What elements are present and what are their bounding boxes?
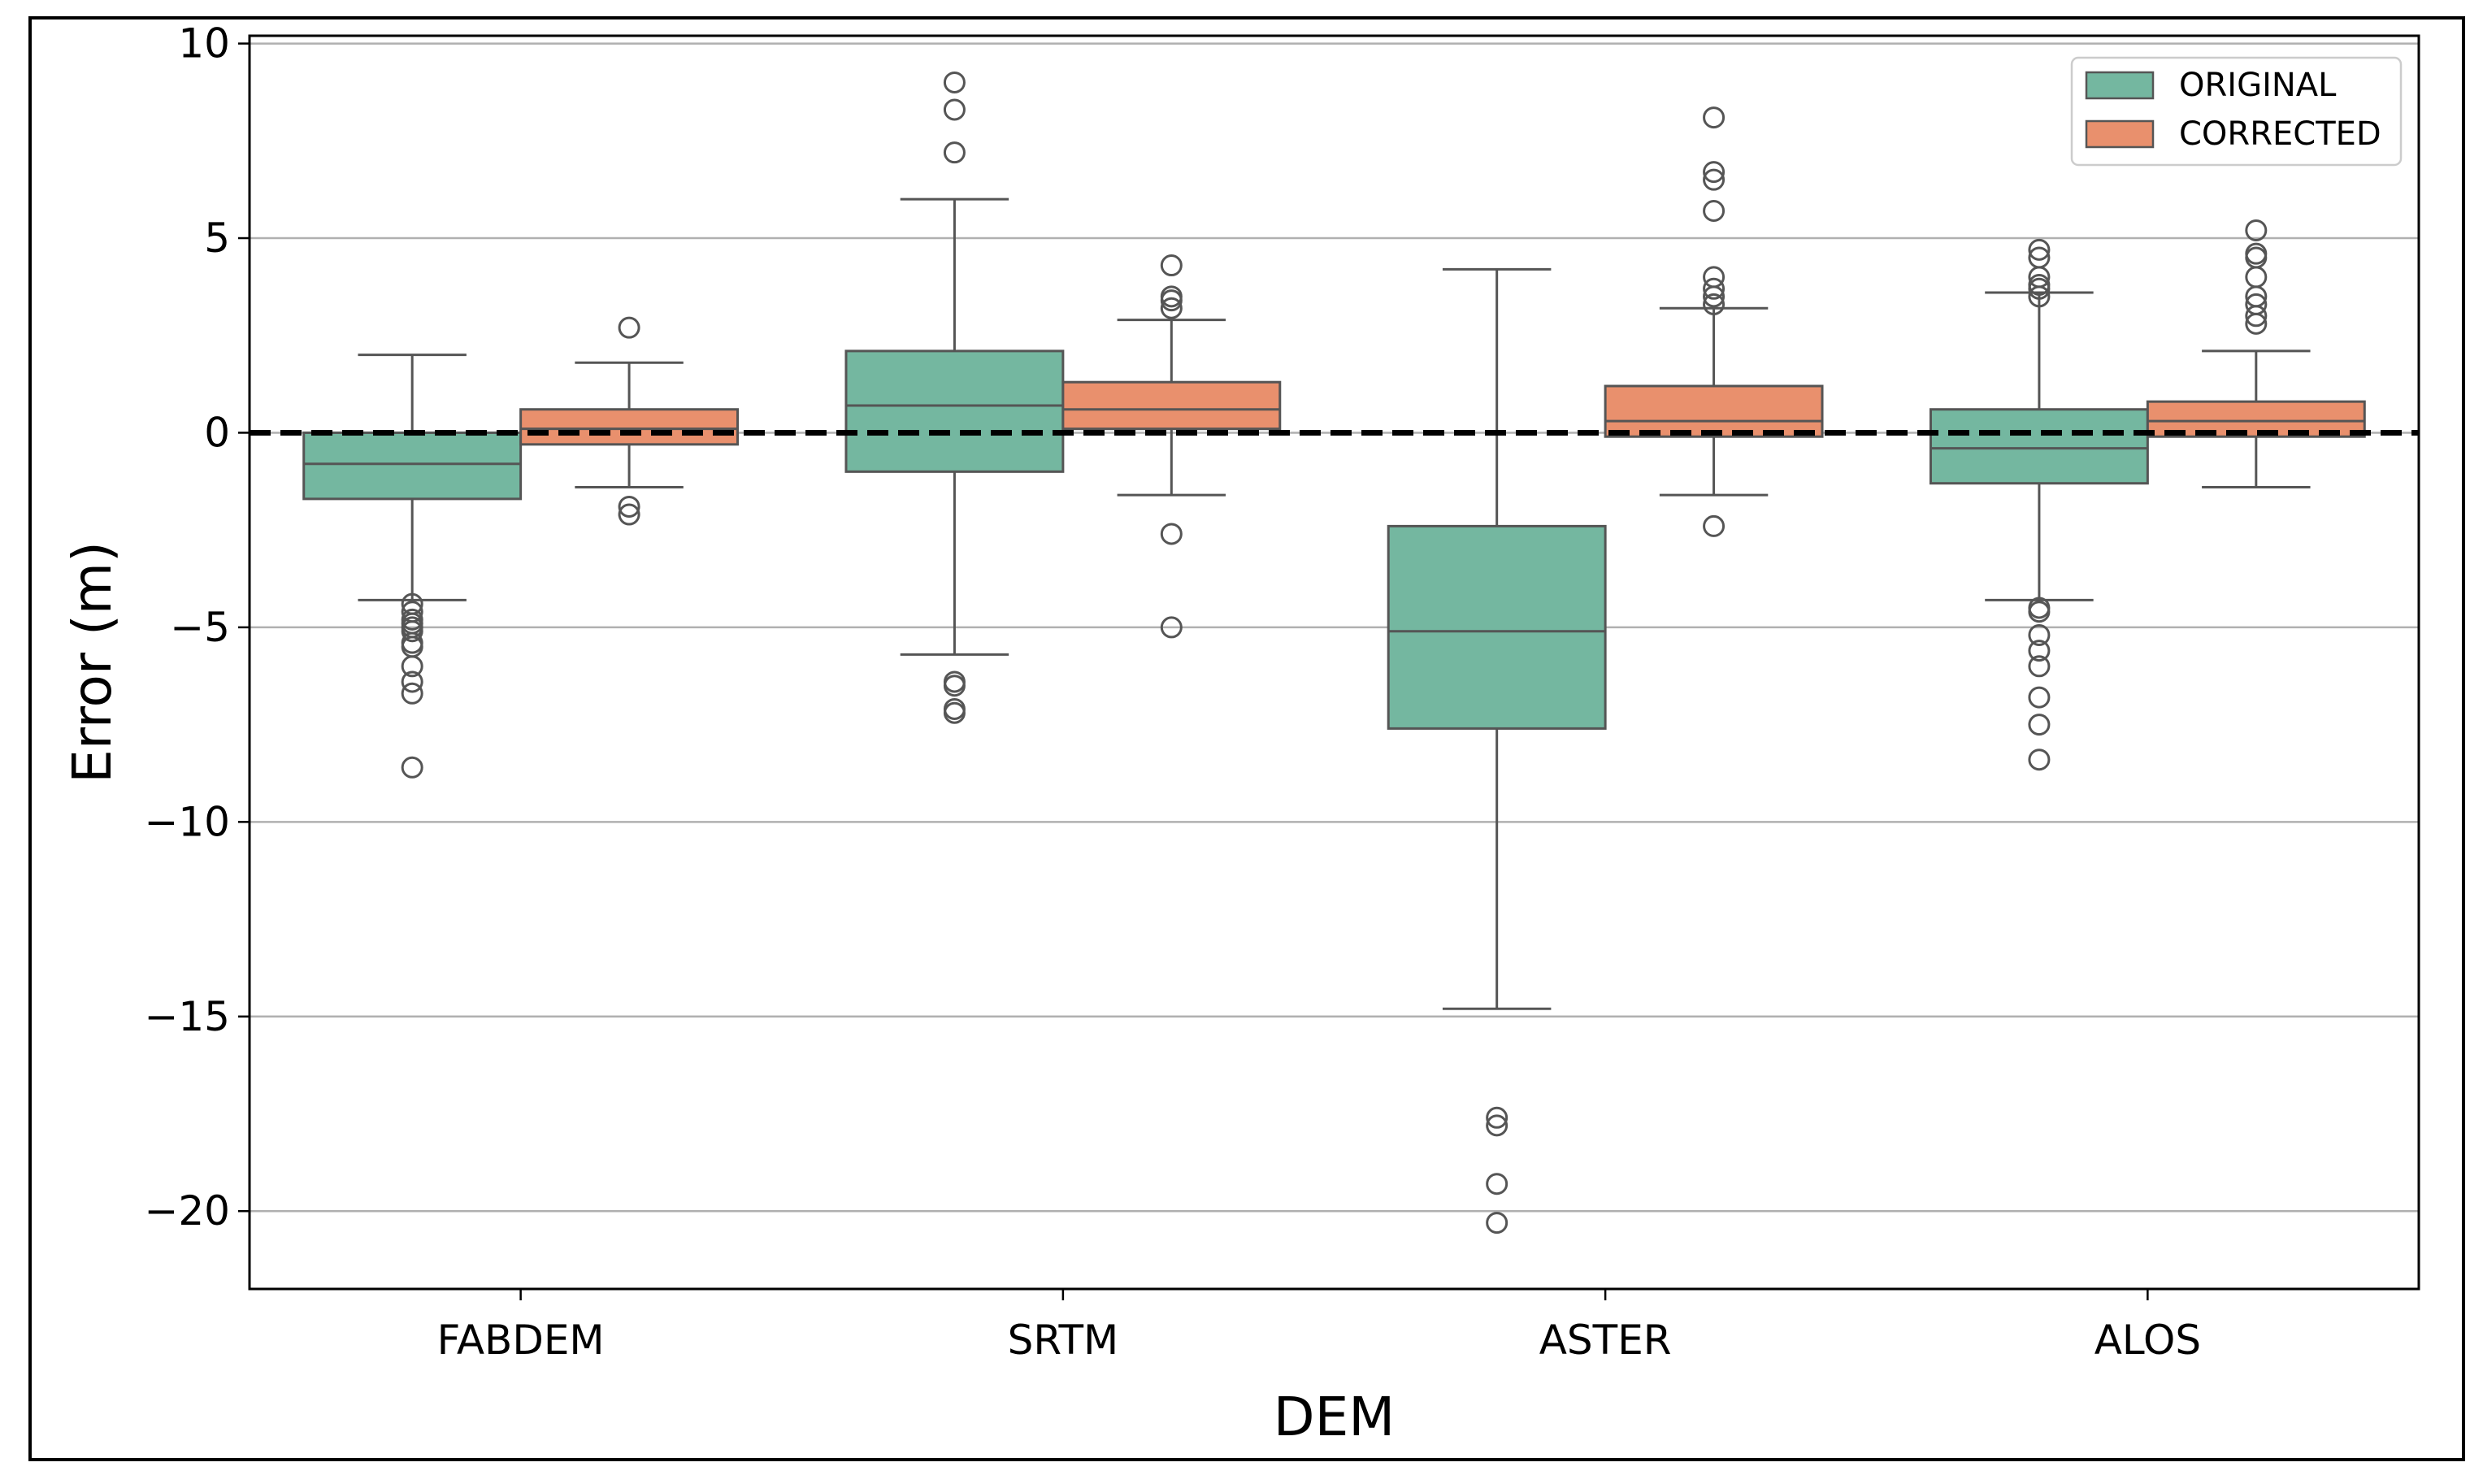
x-axis-title: DEM [1274,1386,1395,1448]
outlier-point [2028,714,2051,736]
x-tick-label: SRTM [1008,1317,1119,1364]
plot-area-border [248,34,2420,1291]
outlier-point [943,71,966,93]
outlier-point [401,756,423,779]
outlier-point [401,682,423,705]
outlier-point [2245,219,2268,241]
gridlines [250,42,2419,1213]
y-tick-label: −15 [144,993,230,1040]
outlier-point [943,141,966,164]
y-axis-title: Error (m) [61,541,124,783]
legend: ORIGINAL CORRECTED [2070,56,2403,167]
outlier-point [943,701,966,724]
outlier-point [618,495,640,518]
outlier-point [943,675,966,697]
legend-swatch-original [2085,71,2155,100]
outlier-point [2028,238,2051,261]
y-tick-label: 10 [178,20,230,67]
figure-frame [28,16,2465,1461]
outlier-point [2028,601,2051,623]
outlier-point [2028,686,2051,709]
legend-label-corrected: CORRECTED [2179,115,2381,153]
y-tick-label: −20 [144,1187,230,1234]
outlier-point [2028,277,2051,300]
x-tick-label: ASTER [1539,1317,1672,1364]
box-corrected [1604,384,1824,438]
outlier-point [1160,254,1183,277]
outlier-point [1160,289,1183,312]
legend-swatch-corrected [2085,119,2155,149]
outlier-point [618,316,640,339]
outlier-point [1703,106,1726,129]
boxes [302,71,2366,1234]
y-tick-label: 0 [204,409,230,456]
outlier-point [1486,1106,1508,1129]
box-corrected [519,408,740,446]
outlier-point [1160,616,1183,639]
outlier-point [1703,514,1726,537]
ticks: 10 5 0 −5 −10 −15 −20 FABDEM SRTM ASTER ALOS [144,20,2201,1364]
outlier-point [1703,199,1726,222]
outlier-point [2028,655,2051,678]
box-corrected [1061,380,1282,431]
outlier-point [943,98,966,121]
y-tick-label: −10 [144,798,230,845]
box-original [1387,524,1607,730]
outlier-point [2245,305,2268,328]
outlier-point [1160,523,1183,545]
outlier-point [1486,1114,1508,1137]
outlier-point [1703,277,1726,300]
outlier-point [401,620,423,643]
outlier-point [1486,1173,1508,1195]
outlier-point [2245,312,2268,335]
outlier-point [1486,1212,1508,1234]
outlier-point [2245,266,2268,289]
outlier-point [2028,285,2051,308]
outlier-point [1703,293,1726,315]
outlier-point [1160,297,1183,319]
y-tick-label: 5 [204,215,230,262]
outlier-point [2028,623,2051,646]
y-tick-label: −5 [170,604,230,651]
outlier-point [401,670,423,693]
legend-label-original: ORIGINAL [2179,67,2337,104]
outlier-point [1703,266,1726,289]
outlier-point [1703,285,1726,308]
outlier-point [2028,749,2051,771]
outlier-point [401,655,423,678]
outlier-point [618,503,640,526]
box-original [844,349,1065,473]
x-tick-label: ALOS [2094,1317,2201,1364]
x-tick-label: FABDEM [437,1317,605,1364]
outlier-point [1703,161,1726,184]
box-original [1929,408,2149,485]
outlier-point [1703,168,1726,191]
outlier-point [2028,640,2051,662]
box-original [302,431,523,501]
